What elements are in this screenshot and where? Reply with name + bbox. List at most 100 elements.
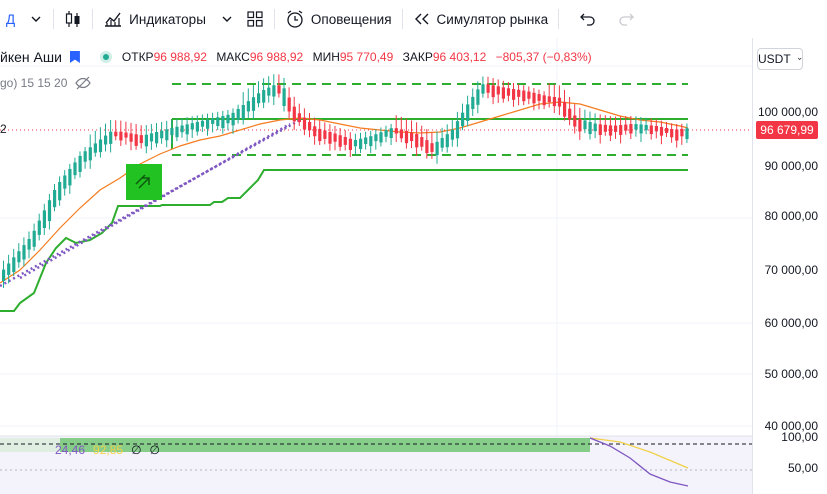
candle-body [608,125,613,136]
candle-body [53,190,57,208]
candle-body [144,134,148,147]
grid-icon [247,11,263,27]
eye-off-icon[interactable] [75,76,92,90]
candle-body [614,125,618,132]
redo-button[interactable] [611,5,641,33]
replay-button[interactable]: Симулятор рынка [407,5,555,33]
top-toolbar: Д Индикаторы Оповещения Симулятор рынка [0,0,827,38]
candles-icon [66,11,80,27]
redo-icon [619,13,634,26]
candle-body [675,129,679,141]
change-value: −805,37 (−0,83%) [495,50,592,64]
candle-body [287,97,291,112]
bookmark-icon[interactable] [69,51,80,63]
candle-body [410,132,414,141]
market-status-icon[interactable] [99,51,112,63]
candle-body [542,95,546,106]
candle-body [624,124,628,131]
candle-body [216,117,220,127]
candle-body [241,105,245,120]
candle-body [527,91,531,99]
candle-body [506,88,511,96]
candle-body [450,129,454,140]
candle-body [313,126,317,137]
candle-body [654,125,658,132]
candle-body [257,93,261,104]
price-axis[interactable]: 100 000,00 90 000,00 80 000,00 70 000,00… [752,38,827,494]
rewind-icon [414,13,429,25]
candle-body [476,89,480,105]
high-value: 96 988,92 [249,50,304,64]
oscillator-values: 24,46 92,85 ∅ ∅ [55,443,160,457]
candle-body [318,128,322,142]
candle-body [547,96,551,103]
candle-body [119,131,123,141]
candle-body [593,123,597,132]
candle-body [425,140,429,154]
candle-body [512,89,516,100]
current-price-tag: 96 679,99 [756,121,818,139]
candle-body [195,121,199,132]
chart-type-button[interactable] [58,5,88,33]
candle-body [394,128,398,134]
candle-body [563,101,567,117]
candle-body [455,121,460,139]
candle-body [486,84,490,93]
candle-body [160,130,164,139]
candle-body [109,131,113,144]
candle-body [251,97,256,111]
candle-body [338,135,342,147]
layouts-button[interactable] [240,5,270,33]
close-value: 96 403,12 [432,50,487,64]
alerts-button[interactable]: Оповещения [279,5,398,33]
chart-legend: йкен Аши ОТКР96 988,92 МАКС96 988,92 МИН… [0,42,598,72]
oscillator-value-4: ∅ [149,443,160,457]
candle-body [359,138,363,150]
chart-type-label: йкен Аши [0,49,62,65]
candle-body [659,126,664,136]
candle-body [47,200,52,222]
candle-body [22,245,26,260]
candle-body [211,118,215,124]
oscillator-value-3: ∅ [131,443,142,457]
candle-body [420,137,424,147]
candle-body [649,125,653,135]
candle-body [37,220,41,235]
candle-body [404,130,409,144]
candle-body [206,119,210,129]
chevron-down-icon [222,16,232,22]
candle-body [236,108,240,120]
divider [558,9,560,29]
candle-body [598,124,602,135]
price-label: 40 000,00 [764,419,818,433]
interval-button[interactable]: Д [0,5,49,33]
candle-body [7,263,11,275]
candle-body [522,90,526,102]
undo-button[interactable] [573,5,603,33]
alarm-clock-icon [287,10,303,28]
oscillator-value-2: 92,85 [93,443,124,457]
price-label: 90 000,00 [764,159,818,173]
candle-body [583,120,587,130]
currency-selector[interactable]: USDT [757,48,803,70]
indicators-button[interactable]: Индикаторы [97,5,240,33]
candle-body [272,85,276,97]
alerts-label: Оповещения [310,11,392,27]
candle-body [369,136,373,147]
candle-body [292,106,296,122]
candle-body [353,140,358,147]
replay-label: Симулятор рынка [436,11,549,27]
candle-body [226,114,230,124]
candle-body [481,84,485,94]
currency-label: USDT [758,52,791,66]
candle-body [532,92,536,104]
candle-body [364,137,368,145]
ohlc-values: ОТКР96 988,92 МАКС96 988,92 МИН95 770,49… [121,50,592,64]
trailing-stop-line [0,169,688,312]
candle-body [68,168,72,186]
price-chart[interactable] [0,38,752,494]
candle-body [435,141,439,156]
candle-body [88,147,92,161]
candle-body [445,134,449,148]
candle-body [348,138,352,150]
